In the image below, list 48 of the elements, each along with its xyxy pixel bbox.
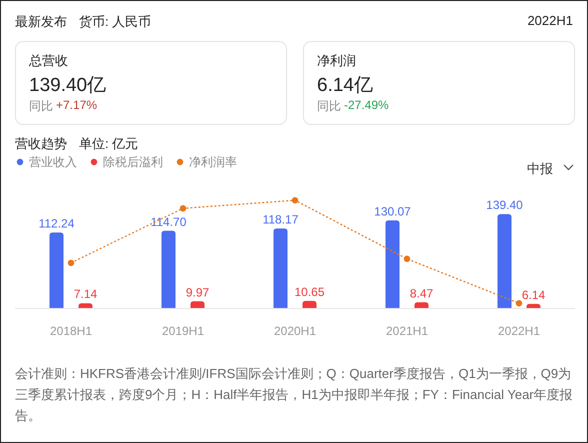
text: 同比	[29, 98, 53, 115]
bar	[414, 302, 428, 308]
bar	[302, 300, 316, 308]
legend-label: 净利润率	[189, 155, 237, 169]
data-label: 8.47	[410, 286, 434, 300]
chart-title: 营收趋势	[15, 135, 67, 153]
point	[404, 256, 410, 262]
text: +7.17%	[56, 98, 98, 112]
text: 会计准则：HKFRS香港会计准则/IFRS国际会计准则；Q：Quarter季度报告，Q1为一季报，Q9为三季度累计报表，跨度9个月；H：Half半年报告，H1为中报即半年报；FY：Financial Year年度报告。	[15, 365, 574, 425]
bar	[274, 228, 288, 308]
bar	[50, 232, 64, 308]
bar	[526, 304, 540, 308]
data-label: 130.07	[374, 204, 412, 218]
data-label: 112.24	[38, 216, 75, 230]
data-label: 114.70	[150, 214, 187, 229]
point	[180, 205, 186, 212]
legend-label: 除税后溢利	[103, 155, 163, 169]
x-tick-label: 2022H1	[498, 324, 540, 338]
text: 总营收	[29, 52, 68, 70]
data-label: 10.65	[294, 284, 325, 299]
data-label: 139.40	[486, 198, 524, 212]
text: -27.49%	[344, 98, 389, 112]
text: 2022H1	[527, 13, 573, 28]
text: 139.40亿	[29, 74, 106, 98]
text: 货币: 人民币	[79, 13, 152, 31]
x-tick-label: 2018H1	[50, 324, 92, 338]
text: 6.14亿	[317, 74, 373, 98]
text: 净利润	[317, 52, 356, 70]
data-label: 6.14	[522, 288, 546, 302]
bar	[190, 301, 204, 308]
legend-label: 营业收入	[29, 155, 77, 169]
point	[292, 197, 298, 204]
data-label: 9.97	[186, 285, 210, 300]
bar	[162, 230, 176, 308]
point	[68, 260, 74, 266]
bar	[386, 220, 400, 308]
data-label: 118.17	[262, 212, 299, 226]
text: 最新发布	[15, 13, 67, 31]
chart-subtitle: 单位: 亿元	[79, 135, 138, 153]
x-tick-label: 2020H1	[274, 324, 316, 338]
data-label: 7.14	[74, 287, 98, 302]
bar	[78, 303, 92, 308]
point	[516, 300, 522, 306]
x-tick-label: 2019H1	[162, 324, 204, 338]
text: 同比	[317, 98, 341, 115]
bar	[498, 214, 512, 308]
text: 中报	[527, 161, 553, 176]
x-tick-label: 2021H1	[386, 324, 428, 338]
